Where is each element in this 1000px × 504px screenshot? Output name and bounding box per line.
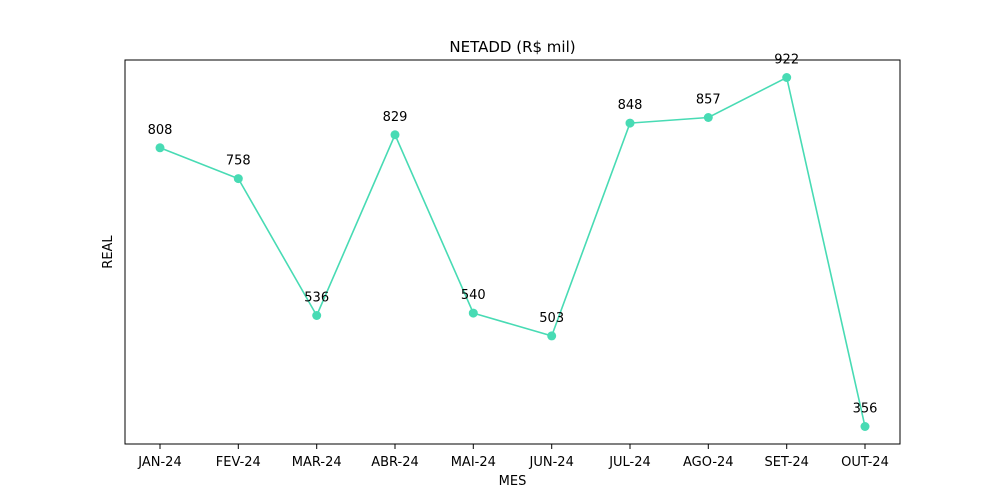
x-tick-label: AGO-24 — [683, 455, 734, 470]
x-tick-label: JUL-24 — [608, 455, 651, 470]
plot-frame — [124, 59, 901, 445]
data-label: 503 — [539, 311, 564, 326]
x-axis-ticks: JAN-24 FEV-24 MAR-24 ABR-24 MAI-24 JUN-24 JUL-… — [137, 444, 889, 470]
data-point — [155, 143, 165, 153]
data-label: 540 — [461, 288, 486, 303]
x-tick-label: JUN-24 — [529, 455, 574, 470]
x-tick-label: MAR-24 — [292, 455, 342, 470]
data-point — [625, 118, 635, 128]
x-tick-label: MAI-24 — [451, 455, 496, 470]
data-point — [782, 73, 792, 82]
data-point — [312, 311, 322, 320]
data-label: 356 — [853, 402, 878, 417]
x-tick-label: FEV-24 — [216, 455, 261, 470]
data-label: 848 — [618, 98, 643, 113]
x-tick-label: JAN-24 — [137, 455, 181, 470]
series-line — [159, 76, 866, 427]
x-axis-label: MES — [499, 474, 527, 489]
chart-title: NETADD (R$ mil) — [449, 38, 575, 56]
data-point — [390, 130, 400, 140]
data-label: 808 — [148, 123, 173, 138]
x-tick-label: OUT-24 — [841, 455, 889, 470]
x-tick-label: SET-24 — [764, 455, 808, 470]
data-point — [468, 308, 478, 318]
data-point — [233, 174, 243, 184]
x-tick-label: ABR-24 — [371, 455, 419, 470]
data-point — [547, 331, 557, 341]
y-axis-label: REAL — [101, 235, 116, 269]
data-label: 758 — [226, 154, 251, 169]
data-point — [860, 422, 870, 431]
data-label: 829 — [383, 110, 408, 125]
data-point — [703, 113, 713, 122]
data-label: 857 — [696, 93, 721, 108]
data-label: 536 — [304, 291, 329, 306]
